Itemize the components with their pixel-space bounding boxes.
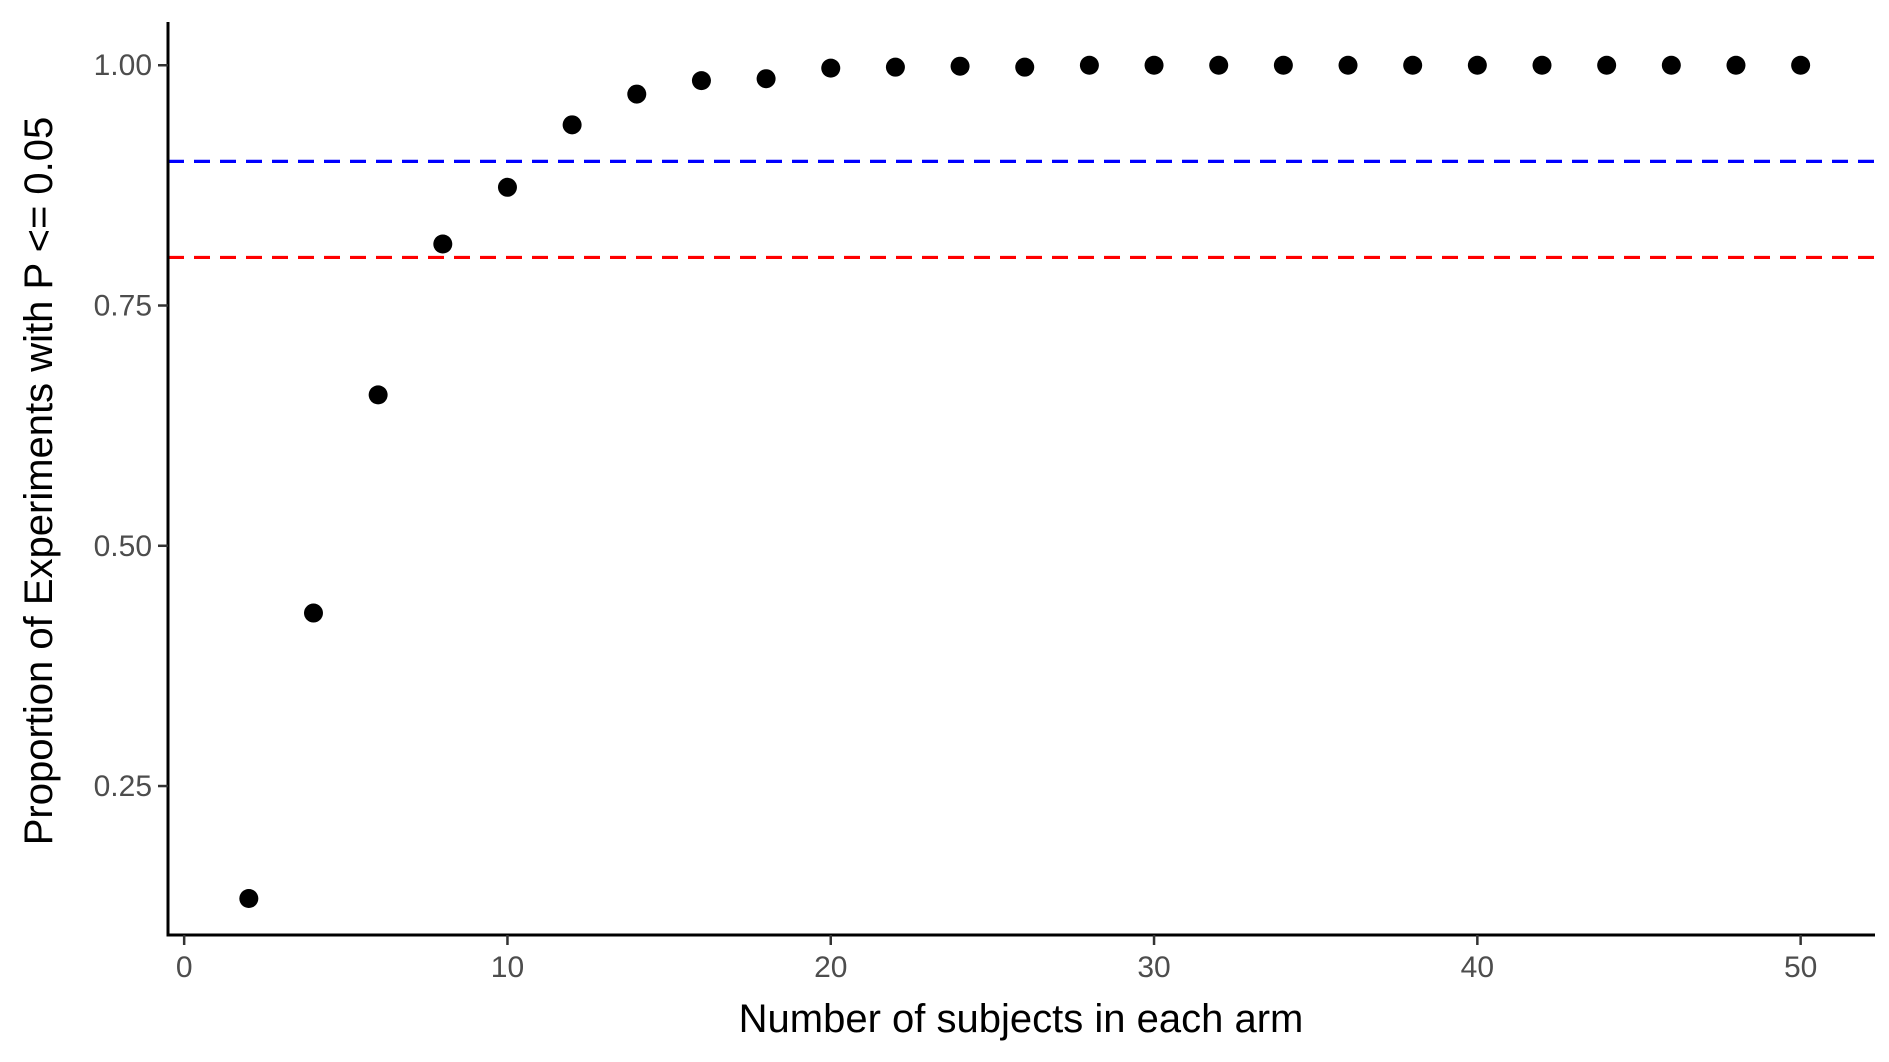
x-tick-label: 50 (1784, 951, 1817, 984)
data-point (368, 385, 388, 405)
data-point (950, 56, 970, 76)
data-point (1403, 55, 1423, 75)
data-point (1726, 55, 1746, 75)
y-axis-title: Proportion of Experiments with P <= 0.05 (17, 117, 61, 846)
y-tick-label: 0.25 (94, 770, 152, 803)
data-point (562, 115, 582, 135)
x-tick-label: 40 (1461, 951, 1494, 984)
data-point (1791, 55, 1811, 75)
data-points (239, 55, 1811, 908)
y-tick-label: 0.50 (94, 530, 152, 563)
x-axis-title: Number of subjects in each arm (739, 997, 1304, 1041)
data-point (303, 603, 323, 623)
data-point (1273, 55, 1293, 75)
data-point (691, 71, 711, 91)
x-tick-label: 10 (491, 951, 524, 984)
data-point (239, 888, 259, 908)
data-point (1597, 55, 1617, 75)
data-point (1661, 55, 1681, 75)
data-point (1079, 55, 1099, 75)
y-tick-label: 0.75 (94, 290, 152, 323)
reference-lines (168, 159, 1875, 260)
x-tick-label: 20 (814, 951, 847, 984)
x-tick-label: 0 (176, 951, 193, 984)
y-tick-label: 1.00 (94, 49, 152, 82)
data-point (1338, 55, 1358, 75)
data-point (1144, 55, 1164, 75)
data-point (433, 234, 453, 254)
data-point (1209, 55, 1229, 75)
data-point (756, 69, 776, 89)
x-tick-label: 30 (1137, 951, 1170, 984)
data-point (627, 84, 647, 104)
axes: 0 10 20 30 40 50 0.25 0.50 0.75 1.00 (94, 22, 1875, 984)
data-point (1532, 55, 1552, 75)
data-point (821, 58, 841, 78)
data-point (885, 57, 905, 77)
data-point (1015, 57, 1035, 77)
data-point (1467, 55, 1487, 75)
data-point (497, 177, 517, 197)
